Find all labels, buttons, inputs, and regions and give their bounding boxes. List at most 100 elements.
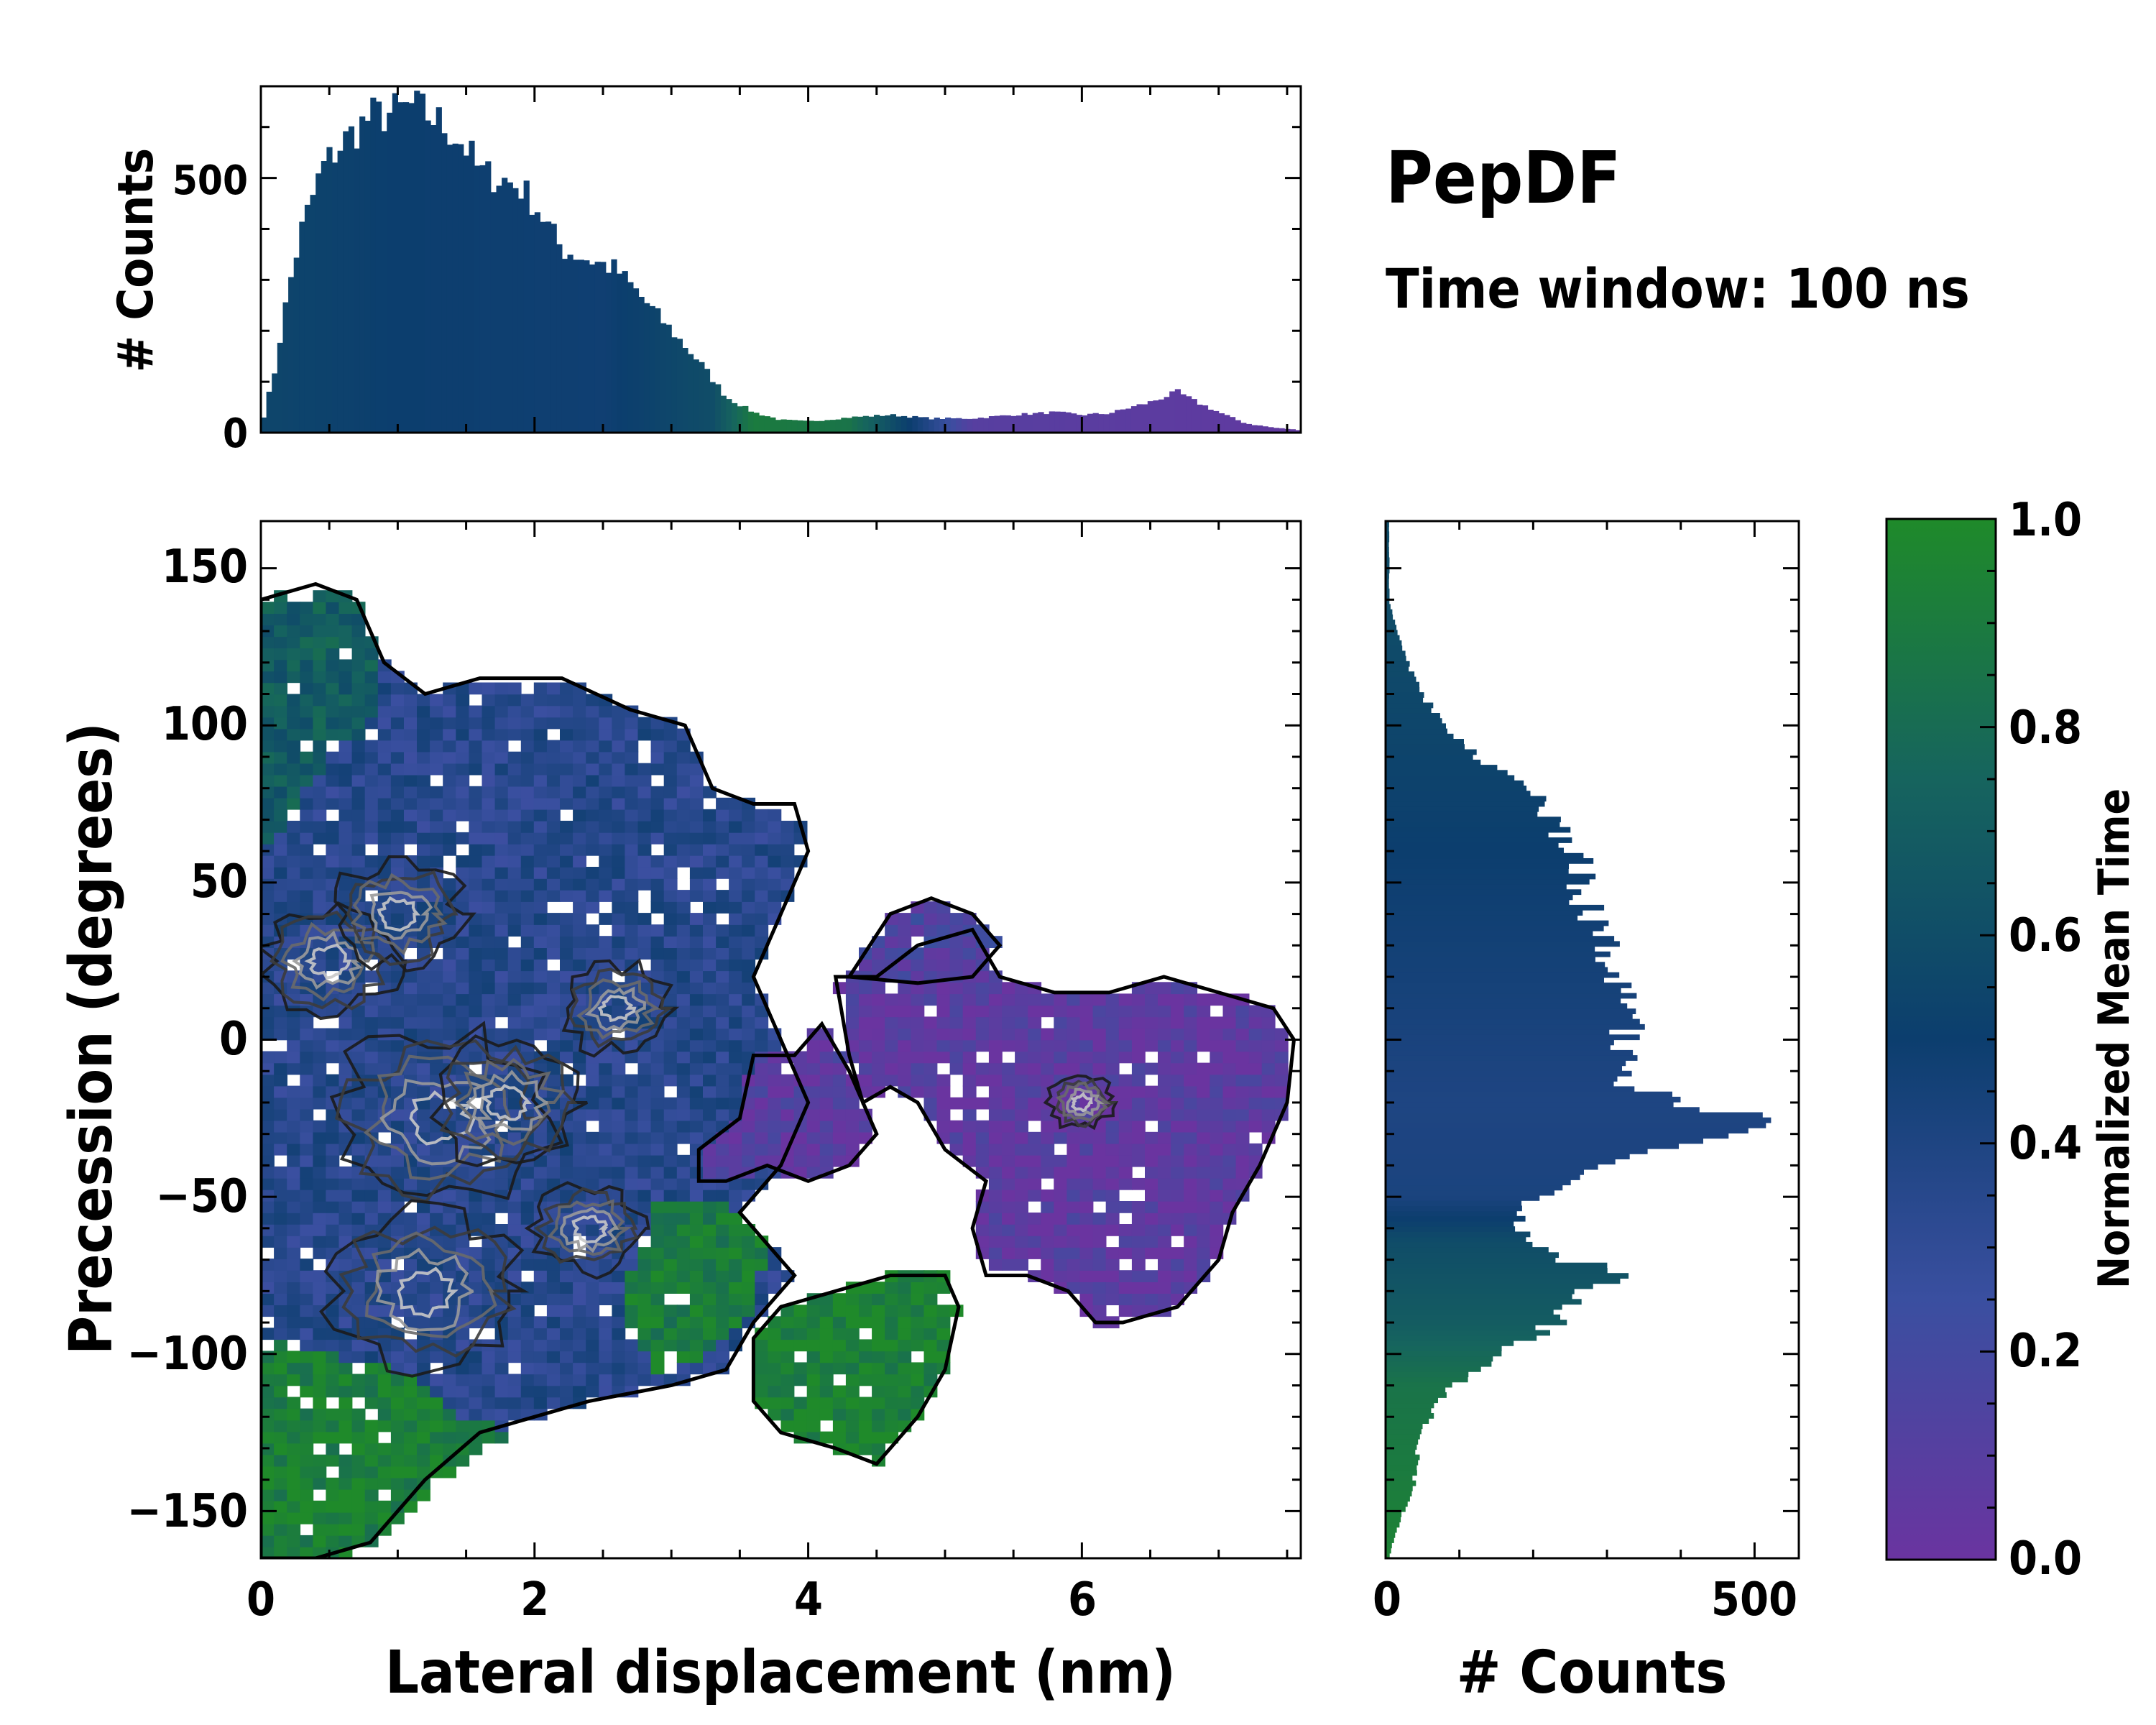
- heatmap-cell: [1171, 1062, 1184, 1075]
- heatmap-cell: [351, 1489, 366, 1501]
- right-histogram-bar: [1386, 1210, 1517, 1217]
- heatmap-cell: [326, 1431, 340, 1444]
- heatmap-cell: [560, 740, 573, 753]
- heatmap-cell: [573, 1293, 586, 1305]
- heatmap-cell: [417, 1431, 430, 1444]
- heatmap-cell: [520, 982, 535, 995]
- right-histogram-bar: [1386, 744, 1465, 750]
- heatmap-cell: [351, 625, 366, 638]
- heatmap-cell: [1197, 1005, 1211, 1018]
- heatmap-cell: [650, 982, 665, 995]
- heatmap-cell: [274, 1443, 287, 1455]
- top-histogram-bar: [1120, 409, 1126, 433]
- top-histogram-bar: [632, 288, 640, 433]
- heatmap-cell: [351, 1374, 366, 1386]
- heatmap-cell: [1041, 1213, 1055, 1225]
- heatmap-cell: [274, 728, 287, 741]
- heatmap-cell: [274, 1420, 287, 1432]
- heatmap-cell: [377, 705, 392, 718]
- heatmap-cell: [274, 1270, 287, 1282]
- heatmap-cell: [650, 1154, 665, 1167]
- heatmap-cell: [599, 820, 613, 833]
- heatmap-cell: [404, 1420, 418, 1432]
- heatmap-cell: [923, 1316, 938, 1329]
- heatmap-cell: [1158, 1108, 1171, 1121]
- heatmap-cell: [1092, 1005, 1107, 1018]
- heatmap-cell: [1105, 1282, 1120, 1294]
- heatmap-cell: [300, 1259, 314, 1271]
- density-contour: [1070, 1091, 1093, 1113]
- heatmap-cell: [560, 924, 573, 937]
- heatmap-cell: [988, 1005, 1003, 1018]
- heatmap-cell: [456, 705, 470, 718]
- heatmap-cell: [274, 1005, 287, 1018]
- heatmap-cell: [494, 970, 509, 983]
- heatmap-cell: [377, 671, 392, 684]
- heatmap-cell: [806, 1051, 821, 1064]
- heatmap-cell: [274, 763, 287, 776]
- heatmap-cell: [845, 1420, 860, 1432]
- heatmap-cell: [1118, 1108, 1133, 1121]
- heatmap-cell: [625, 820, 639, 833]
- heatmap-cell: [469, 1351, 483, 1363]
- heatmap-cell: [1184, 1039, 1198, 1052]
- heatmap-cell: [625, 1270, 639, 1282]
- heatmap-cell: [326, 1339, 340, 1352]
- right-histogram-bar: [1386, 1506, 1406, 1512]
- heatmap-cell: [287, 1523, 301, 1536]
- heatmap-cell: [573, 1374, 586, 1386]
- heatmap-cell: [586, 1074, 600, 1087]
- heatmap-cell: [1145, 982, 1158, 995]
- heatmap-cell: [755, 936, 769, 948]
- heatmap-cell: [533, 1177, 548, 1190]
- heatmap-cell: [716, 1270, 729, 1282]
- heatmap-cell: [936, 1305, 951, 1317]
- heatmap-cell: [703, 1154, 717, 1167]
- heatmap-cell: [300, 682, 314, 695]
- heatmap-cell: [338, 890, 353, 902]
- top-histogram-bar: [617, 273, 623, 433]
- heatmap-cell: [313, 1177, 327, 1190]
- heatmap-cell: [650, 1177, 665, 1190]
- heatmap-cell: [612, 901, 626, 914]
- heatmap-cell: [351, 1177, 366, 1190]
- heatmap-cell: [560, 867, 573, 879]
- heatmap-cell: [755, 832, 769, 845]
- heatmap-cell: [443, 1466, 457, 1478]
- heatmap-cell: [1210, 1097, 1224, 1110]
- heatmap-cell: [1158, 1177, 1171, 1190]
- heatmap-cell: [377, 1028, 392, 1041]
- heatmap-cell: [1131, 1270, 1146, 1282]
- heatmap-cell: [351, 1339, 366, 1352]
- heatmap-cell: [1041, 1189, 1055, 1202]
- heatmap-cell: [586, 1282, 600, 1294]
- heatmap-cell: [742, 878, 756, 891]
- heatmap-cell: [1015, 1097, 1028, 1110]
- right-histogram-bar: [1386, 1465, 1417, 1471]
- heatmap-cell: [507, 970, 522, 983]
- heatmap-cell: [261, 1466, 275, 1478]
- heatmap-cell: [1002, 1259, 1015, 1271]
- heatmap-cell: [313, 993, 327, 1006]
- heatmap-cell: [1105, 1131, 1120, 1144]
- heatmap-cell: [1067, 1154, 1081, 1167]
- heatmap-cell: [261, 1201, 275, 1213]
- right-histogram-bar: [1386, 1133, 1729, 1139]
- heatmap-cell: [351, 797, 366, 810]
- heatmap-cell: [1015, 1062, 1028, 1075]
- heatmap-cell: [404, 1213, 418, 1225]
- heatmap-cell: [482, 936, 496, 948]
- heatmap-cell: [351, 1385, 366, 1398]
- heatmap-cell: [1054, 1201, 1068, 1213]
- heatmap-cell: [313, 774, 327, 787]
- heatmap-cell: [482, 728, 496, 741]
- heatmap-cell: [404, 1454, 418, 1467]
- heatmap-cell: [768, 1097, 782, 1110]
- heatmap-cell: [742, 1028, 756, 1041]
- heatmap-cell: [859, 1005, 872, 1018]
- heatmap-cell: [1235, 1016, 1250, 1029]
- right-histogram-bar: [1386, 541, 1389, 548]
- heatmap-cell: [1079, 1201, 1094, 1213]
- heatmap-cell: [507, 694, 522, 707]
- heatmap-cell: [637, 947, 652, 960]
